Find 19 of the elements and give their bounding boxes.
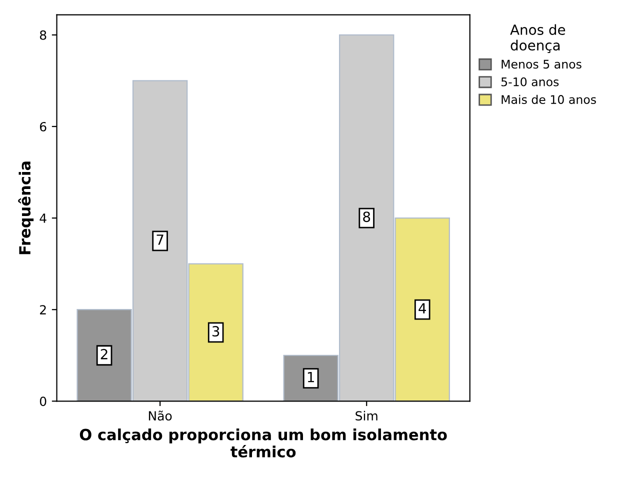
legend-label: 5-10 anos — [501, 77, 559, 86]
data-label: 2 — [100, 348, 108, 360]
data-label: 8 — [363, 212, 370, 222]
data-label: 3 — [212, 326, 220, 337]
y-tick-label: 8 — [40, 30, 46, 40]
x-tick-label: Não — [148, 410, 172, 421]
data-label: 4 — [418, 303, 426, 314]
legend-label: Menos 5 anos — [502, 60, 582, 69]
y-tick-label: 4 — [40, 214, 46, 223]
data-label: 7 — [156, 234, 164, 245]
x-axis-title: O calçado proporciona um bom isolamento térmico — [80, 428, 447, 458]
y-tick-label: 6 — [40, 122, 46, 132]
x-tick-label: Sim — [356, 410, 378, 421]
y-axis-title: Frequência — [18, 162, 34, 254]
y-tick-label: 2 — [40, 305, 46, 314]
legend-label: Mais de 10 anos — [502, 94, 596, 104]
legend-title: Anos de doença — [510, 24, 566, 54]
y-tick-label: 0 — [40, 396, 46, 406]
data-label: 1 — [308, 372, 314, 382]
